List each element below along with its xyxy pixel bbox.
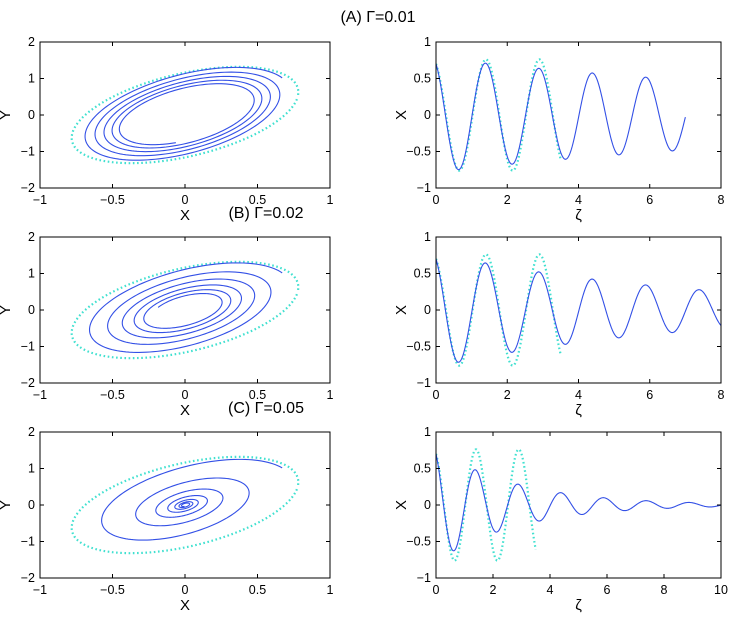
series-reference-line [70, 260, 300, 360]
x-tick-label: −1 [33, 388, 47, 402]
y-tick-label: 0.5 [414, 267, 431, 281]
y-tick-label: 0 [424, 303, 431, 317]
y-tick-label: −0.5 [406, 340, 431, 354]
x-tick-label: 6 [604, 583, 611, 597]
x-tick-label: −0.5 [100, 388, 125, 402]
x-tick-label: 2 [504, 193, 511, 207]
x-tick-label: 1 [327, 388, 334, 402]
y-axis-label: Y [0, 110, 14, 120]
y-axis-label: Y [0, 500, 14, 510]
panel-title: (C) Γ=0.05 [228, 400, 304, 417]
series-trajectory-line [436, 453, 721, 552]
x-tick-label: 0 [182, 193, 189, 207]
y-tick-label: −1 [21, 145, 35, 159]
x-tick-label: 4 [575, 193, 582, 207]
series-trajectory-line [101, 458, 283, 541]
series-reference-line [436, 253, 562, 367]
x-tick-label: 0.5 [249, 388, 266, 402]
x-axis-label: ζ [575, 207, 582, 224]
x-tick-label: 1 [327, 193, 334, 207]
y-tick-label: −2 [21, 571, 35, 585]
y-axis-label: Y [0, 305, 14, 315]
y-tick-label: 0 [28, 303, 35, 317]
x-tick-label: 10 [714, 583, 728, 597]
axes-box [39, 236, 331, 384]
series-trajectory-line [88, 262, 283, 353]
y-tick-label: 2 [28, 425, 35, 439]
y-tick-label: −2 [21, 181, 35, 195]
x-tick-label: −1 [33, 583, 47, 597]
y-tick-label: 1 [28, 267, 35, 281]
x-tick-label: 0 [433, 388, 440, 402]
x-axis-label: X [180, 207, 190, 224]
x-axis-label: X [180, 597, 190, 614]
x-tick-label: 8 [661, 583, 668, 597]
panel-title: (A) Γ=0.01 [340, 9, 415, 26]
x-tick-label: 2 [490, 583, 497, 597]
y-tick-label: 2 [28, 230, 35, 244]
y-tick-label: −1 [417, 571, 431, 585]
panel-title: (B) Γ=0.02 [228, 205, 303, 222]
y-tick-label: 0.5 [414, 462, 431, 476]
x-tick-label: 4 [547, 583, 554, 597]
x-tick-label: 8 [718, 388, 725, 402]
x-tick-label: −1 [33, 193, 47, 207]
x-tick-label: 1 [327, 583, 334, 597]
y-tick-label: −1 [417, 181, 431, 195]
x-tick-label: 0 [182, 388, 189, 402]
y-tick-label: 1 [28, 72, 35, 86]
x-tick-label: 0 [433, 583, 440, 597]
x-axis-label: ζ [575, 597, 582, 614]
y-tick-label: 1 [424, 230, 431, 244]
y-tick-label: 0.5 [414, 72, 431, 86]
x-tick-label: 6 [646, 193, 653, 207]
series-reference-line [70, 65, 300, 165]
y-tick-label: −2 [21, 376, 35, 390]
plot-B-time: 0 2 4 6 8 1 0.5 0 −0.5 −1 ζ X [393, 230, 725, 419]
x-tick-label: −0.5 [100, 583, 125, 597]
y-tick-label: 0 [424, 108, 431, 122]
series-trajectory-line [436, 62, 686, 171]
x-tick-label: 0.5 [249, 193, 266, 207]
axes-box [39, 431, 331, 579]
x-tick-label: 2 [504, 388, 511, 402]
x-tick-label: −0.5 [100, 193, 125, 207]
y-axis-label: X [393, 110, 410, 120]
plot-A-time: 0 2 4 6 8 1 0.5 0 −0.5 −1 ζ X [393, 35, 725, 224]
y-tick-label: −0.5 [406, 145, 431, 159]
y-axis-label: X [393, 305, 410, 315]
x-tick-label: 0 [433, 193, 440, 207]
y-tick-label: 1 [28, 462, 35, 476]
series-trajectory-line [436, 258, 721, 363]
y-tick-label: 0 [424, 498, 431, 512]
x-tick-label: 4 [575, 388, 582, 402]
y-tick-label: −1 [417, 376, 431, 390]
series-trajectory-line [84, 66, 283, 161]
y-tick-label: −1 [21, 340, 35, 354]
y-tick-label: 0 [28, 498, 35, 512]
y-tick-label: 2 [28, 35, 35, 49]
y-tick-label: −1 [21, 535, 35, 549]
x-axis-label: X [180, 402, 190, 419]
y-axis-label: X [393, 500, 410, 510]
x-tick-label: 0 [182, 583, 189, 597]
x-tick-label: 8 [718, 193, 725, 207]
x-tick-label: 6 [646, 388, 653, 402]
y-tick-label: 1 [424, 425, 431, 439]
plot-C-time: 0 2 4 6 8 10 1 0.5 0 −0.5 −1 ζ X [393, 425, 728, 614]
y-tick-label: 0 [28, 108, 35, 122]
series-reference-line [436, 448, 537, 562]
axes-box [39, 41, 331, 189]
x-axis-label: ζ [575, 402, 582, 419]
series-reference-line [70, 455, 300, 555]
y-tick-label: 1 [424, 35, 431, 49]
y-tick-label: −0.5 [406, 535, 431, 549]
x-tick-label: 0.5 [249, 583, 266, 597]
